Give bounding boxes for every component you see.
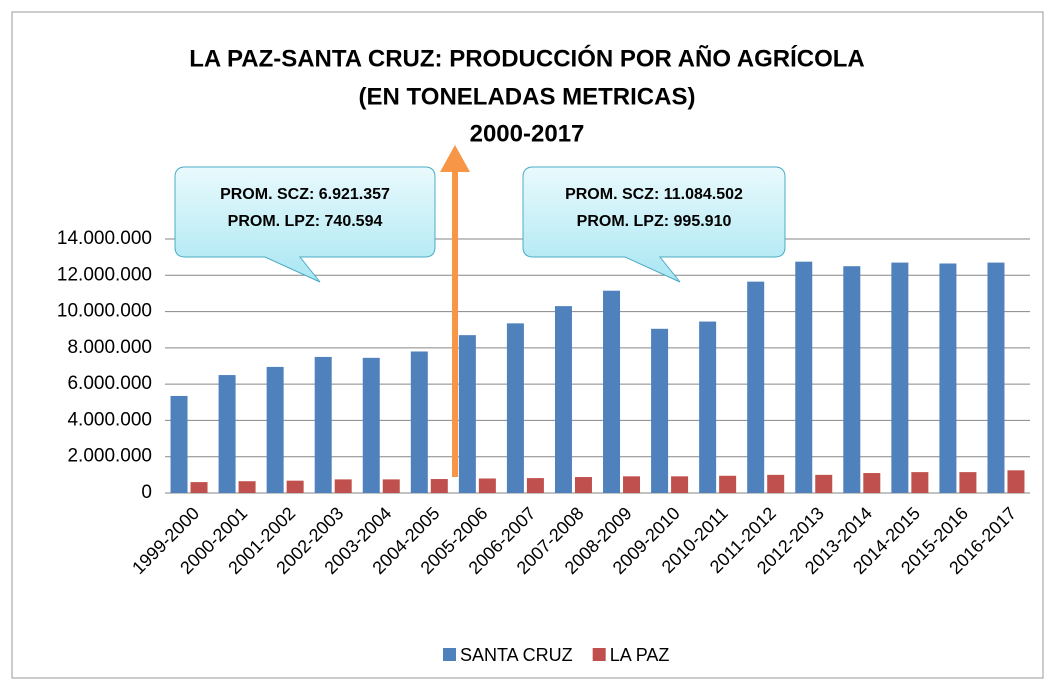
callout	[522, 166, 786, 283]
bar	[623, 476, 641, 493]
bar	[671, 476, 689, 493]
annotation: PROM. SCZ: 11.084.502	[565, 186, 743, 203]
bar	[458, 335, 476, 493]
bar	[478, 478, 496, 493]
bar	[218, 375, 236, 493]
bar	[767, 474, 785, 493]
bar	[554, 306, 572, 493]
callout	[174, 166, 436, 283]
y-tick-label: 2.000.000	[67, 446, 152, 467]
chart-title: (EN TONELADAS METRICAS)	[359, 83, 696, 110]
y-tick-label: 14.000.000	[57, 228, 152, 249]
bar	[238, 481, 256, 493]
bar	[170, 395, 188, 493]
y-tick-label: 4.000.000	[67, 409, 152, 430]
y-tick-label: 10.000.000	[57, 301, 152, 322]
arrow-head	[440, 145, 470, 172]
bar	[506, 323, 524, 493]
bar	[334, 479, 352, 493]
bar	[939, 263, 957, 493]
bar	[863, 473, 881, 493]
y-tick-label: 6.000.000	[67, 373, 152, 394]
bar	[190, 482, 208, 493]
bar	[410, 351, 428, 493]
y-tick-label: 12.000.000	[57, 264, 152, 285]
bar	[526, 478, 544, 493]
bar	[747, 281, 765, 493]
bar	[911, 472, 929, 493]
y-tick-label: 8.000.000	[67, 337, 152, 358]
bar	[286, 480, 304, 493]
bar	[651, 328, 669, 493]
legend-swatch	[443, 648, 456, 661]
legend-label: SANTA CRUZ	[460, 645, 573, 665]
y-tick-label: 0	[141, 482, 152, 503]
bar	[603, 290, 621, 493]
bar	[362, 357, 380, 493]
bar	[719, 475, 737, 493]
bar	[430, 479, 448, 493]
bar	[959, 472, 977, 493]
frame	[11, 11, 1044, 679]
bar	[815, 474, 833, 493]
annotation: PROM. SCZ: 6.921.357	[220, 186, 390, 203]
chart-title: 2000-2017	[470, 120, 585, 147]
annotation: PROM. LPZ: 740.594	[228, 213, 383, 230]
bar	[795, 261, 813, 493]
bar	[891, 262, 909, 493]
legend-label: LA PAZ	[610, 645, 670, 665]
bar	[314, 356, 332, 493]
bar	[266, 366, 284, 493]
legend-swatch	[592, 648, 606, 661]
bar	[843, 266, 861, 493]
bar	[382, 479, 400, 493]
annotation: PROM. LPZ: 995.910	[577, 213, 732, 230]
bar	[574, 477, 592, 493]
bar	[699, 321, 717, 493]
bar	[1007, 470, 1025, 493]
bar	[987, 262, 1005, 493]
chart-title: LA PAZ-SANTA CRUZ: PRODUCCIÓN POR AÑO AG…	[189, 44, 865, 72]
overlay	[440, 145, 470, 477]
